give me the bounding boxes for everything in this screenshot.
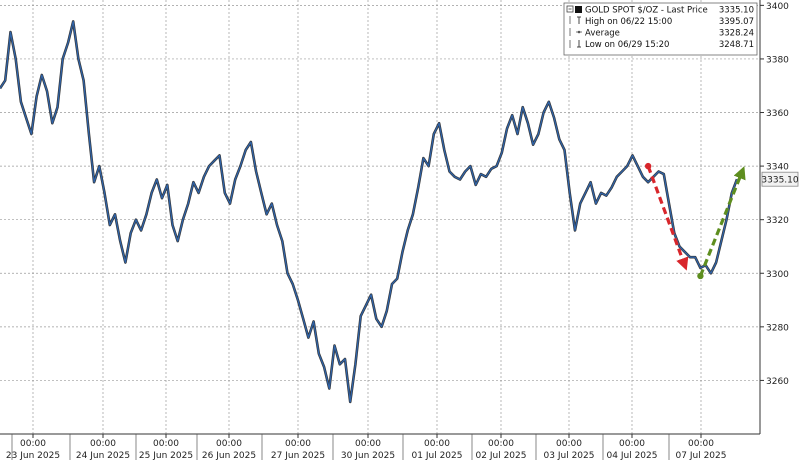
- grid-layer: [0, 0, 760, 434]
- y-tick-label: 3340: [766, 163, 789, 173]
- x-tick-date-label: 26 Jun 2025: [202, 451, 256, 460]
- x-tick-time-label: 00:00: [153, 439, 179, 449]
- x-tick-time-label: 00:00: [688, 439, 714, 449]
- green-arrow-start-dot: [697, 272, 704, 280]
- legend-series-title: GOLD SPOT $/OZ - Last Price: [585, 6, 708, 16]
- red-arrow-start-dot: [644, 162, 652, 170]
- last-price-tag: 3335.10: [761, 171, 799, 187]
- y-tick-label: 3300: [766, 270, 789, 280]
- plot-background: [0, 0, 760, 434]
- low-marker-icon: [569, 40, 581, 48]
- legend-series-value: 3335.10: [719, 6, 754, 16]
- x-tick-time-label: 00:00: [556, 439, 582, 449]
- legend-high-label: High on 06/22 15:00: [585, 17, 672, 27]
- x-tick-date-label: 02 Jul 2025: [476, 451, 527, 460]
- legend-box: GOLD SPOT $/OZ - Last Price 3335.10 High…: [563, 2, 758, 56]
- average-marker-icon: [569, 28, 582, 36]
- legend-low-label: Low on 06/29 15:20: [585, 40, 669, 50]
- last-price-tag-value: 3335.10: [761, 176, 798, 186]
- y-tick-label: 3360: [766, 109, 789, 119]
- series-swatch-icon: [575, 6, 582, 13]
- x-tick-date-label: 24 Jun 2025: [76, 451, 130, 460]
- x-tick-date-label: 04 Jul 2025: [607, 451, 658, 460]
- legend-high-value: 3395.07: [719, 17, 754, 27]
- y-tick-label: 3280: [766, 323, 789, 333]
- x-tick-date-label: 27 Jun 2025: [271, 451, 325, 460]
- legend-average-label: Average: [585, 29, 620, 39]
- legend-collapse-icon[interactable]: [566, 5, 574, 13]
- x-tick-time-label: 00:00: [488, 439, 514, 449]
- y-tick-label: 3320: [766, 216, 789, 226]
- annotation-layer: [644, 162, 746, 280]
- green-arrow: [698, 166, 746, 277]
- x-tick-date-label: 23 Jun 2025: [6, 451, 60, 460]
- high-marker-icon: [569, 16, 581, 24]
- x-tick-date-label: 07 Jul 2025: [676, 451, 727, 460]
- y-tick-label: 3260: [766, 377, 789, 387]
- x-tick-date-label: 25 Jun 2025: [139, 451, 193, 460]
- y-axis: 3260 3280 3300 3320 3340 3360 3380 3400: [760, 2, 789, 387]
- x-tick-date-label: 01 Jul 2025: [412, 451, 463, 460]
- legend-average-value: 3328.24: [719, 29, 754, 39]
- last-price-tag-bg: [761, 171, 799, 187]
- y-tick-label: 3380: [766, 55, 789, 65]
- y-tick-label: 3400: [766, 2, 789, 12]
- x-tick-time-label: 00:00: [619, 439, 645, 449]
- x-tick-time-label: 00:00: [424, 439, 450, 449]
- x-tick-time-label: 00:00: [90, 439, 116, 449]
- x-axis: 00:00 23 Jun 2025 00:00 24 Jun 2025 00:00 25 …: [6, 434, 727, 460]
- x-tick-date-label: 30 Jun 2025: [341, 451, 395, 460]
- x-tick-time-label: 00:00: [20, 439, 46, 449]
- legend-background: [563, 2, 758, 56]
- x-tick-date-label: 03 Jul 2025: [544, 451, 595, 460]
- legend-low-value: 3248.71: [719, 40, 754, 50]
- series-layer: [0, 20, 739, 404]
- x-tick-time-label: 00:00: [216, 439, 242, 449]
- red-arrow: [646, 165, 689, 271]
- price-line: [0, 20, 738, 403]
- x-tick-time-label: 00:00: [285, 439, 311, 449]
- x-tick-time-label: 00:00: [355, 439, 381, 449]
